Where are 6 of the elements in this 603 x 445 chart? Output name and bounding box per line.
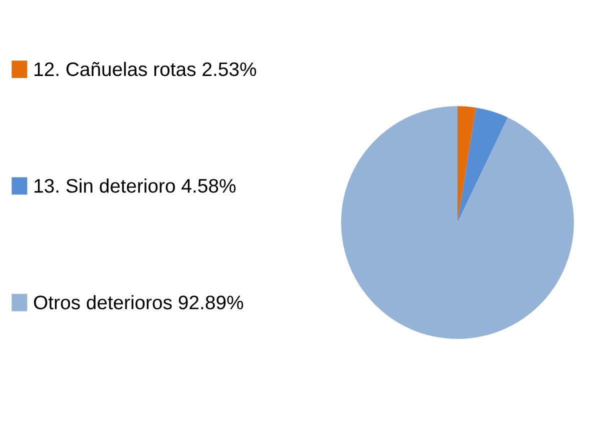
pie-slice	[341, 106, 574, 339]
legend-label: 13. Sin deterioro 4.58%	[34, 178, 236, 193]
pie-slice	[458, 106, 476, 222]
legend-label: 12. Cañuelas rotas 2.53%	[34, 62, 256, 76]
pie-slice	[458, 108, 508, 222]
legend-label: Otros deterioros 92.89%	[34, 295, 244, 310]
